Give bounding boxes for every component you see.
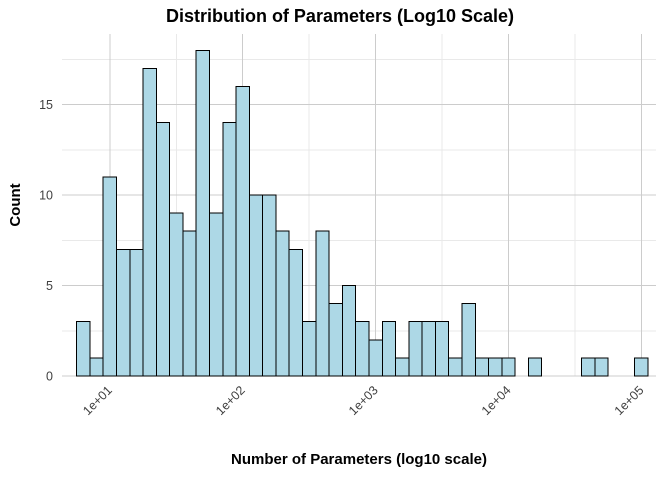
histogram-bar xyxy=(222,122,237,377)
y-tick-label: 15 xyxy=(39,98,53,112)
histogram-bar xyxy=(368,339,383,377)
histogram-bar xyxy=(209,212,224,377)
histogram-bar xyxy=(461,303,476,377)
histogram-bar xyxy=(155,122,171,377)
y-tick-label: 5 xyxy=(46,279,53,293)
histogram-bar xyxy=(169,212,184,377)
histogram-bar xyxy=(76,321,91,377)
histogram-bar xyxy=(102,176,117,377)
x-tick-label: 1e+01 xyxy=(80,383,115,418)
histogram-bar xyxy=(581,357,596,377)
histogram-bar xyxy=(341,285,357,377)
histogram-bar xyxy=(129,248,144,377)
histogram-bar xyxy=(275,230,290,377)
histogram-bar xyxy=(421,321,436,377)
histogram-bar xyxy=(488,357,503,377)
histogram-bar xyxy=(634,357,649,377)
y-tick-label: 10 xyxy=(39,189,53,203)
histogram-bar xyxy=(408,321,423,377)
histogram-bar xyxy=(195,49,211,377)
chart-title: Distribution of Parameters (Log10 Scale) xyxy=(166,6,514,26)
y-axis-title: Count xyxy=(7,183,24,226)
histogram-bar xyxy=(235,85,250,377)
plot-layer: 0 5 10 15 1e+01 1e+02 1e+03 1e+04 1e+05 xyxy=(39,34,656,418)
histogram-bar xyxy=(355,321,370,377)
x-tick-label: 1e+04 xyxy=(479,383,514,418)
x-tick-label: 1e+03 xyxy=(346,383,381,418)
histogram-bar xyxy=(302,321,317,377)
histogram-bar xyxy=(395,357,410,377)
x-axis-title: Number of Parameters (log10 scale) xyxy=(231,451,487,468)
y-tick-label: 0 xyxy=(46,370,53,384)
histogram-bar xyxy=(474,357,490,377)
x-tick-label: 1e+02 xyxy=(213,383,248,418)
histogram-bar xyxy=(527,357,543,377)
histogram-bar xyxy=(315,230,330,377)
histogram-bar xyxy=(182,230,197,377)
histogram-bar xyxy=(328,303,343,377)
histogram-bar xyxy=(115,248,131,377)
histogram-bar xyxy=(501,357,516,377)
histogram-bar xyxy=(248,194,264,377)
histogram-bar xyxy=(142,67,157,377)
histogram-bar xyxy=(89,357,104,377)
histogram-bar xyxy=(262,194,277,377)
histogram-bar xyxy=(434,321,450,377)
histogram-bar xyxy=(288,248,304,377)
histogram-bar xyxy=(381,321,397,377)
histogram-bar xyxy=(448,357,463,377)
histogram-bar xyxy=(594,357,609,377)
x-tick-label: 1e+05 xyxy=(612,383,647,418)
